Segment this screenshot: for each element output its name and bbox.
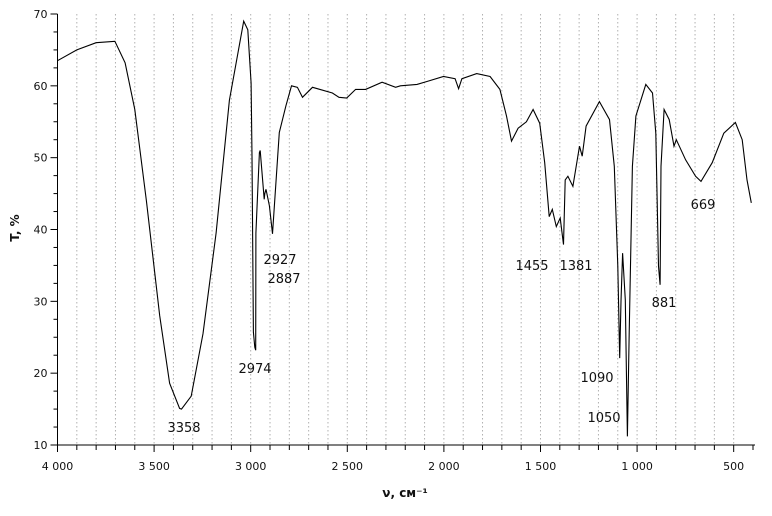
peak-label: 881 (652, 296, 677, 311)
peak-label: 1455 (515, 259, 548, 274)
peak-label: 2887 (267, 272, 300, 287)
x-tick-label: 500 (723, 460, 744, 473)
peak-label: 1050 (587, 411, 620, 426)
y-tick-label: 30 (34, 295, 48, 308)
y-tick-label: 50 (34, 152, 48, 165)
y-axis-label: T, % (8, 214, 22, 241)
x-tick-label: 4 000 (42, 460, 74, 473)
x-tick-label: 1 500 (525, 460, 557, 473)
axes: 4 000 3 500 3 000 2 500 2 000 1 500 1 000 500 10… (34, 8, 755, 473)
x-tick-label: 3 000 (235, 460, 267, 473)
y-tick-label: 60 (34, 80, 48, 93)
x-tick-label: 3 500 (138, 460, 170, 473)
peak-label: 669 (691, 198, 716, 213)
annotations: 3358 2974 2927 2887 1455 1381 1090 1050 881 669 (167, 198, 715, 436)
peak-label: 3358 (167, 421, 200, 436)
peak-label: 2927 (263, 253, 296, 268)
y-tick-label: 40 (34, 224, 48, 237)
grid (76, 14, 735, 445)
peak-label: 1090 (580, 371, 613, 386)
x-tick-label: 2 000 (428, 460, 460, 473)
spectrum-line (57, 19, 752, 437)
peak-label: 1381 (559, 259, 592, 274)
x-tick-label: 1 000 (621, 460, 653, 473)
peak-label: 2974 (238, 362, 271, 377)
x-axis-label: ν, см⁻¹ (382, 486, 427, 500)
y-tick-label: 20 (34, 367, 48, 380)
y-tick-label: 10 (34, 439, 48, 452)
x-tick-label: 2 500 (332, 460, 364, 473)
y-tick-label: 70 (34, 8, 48, 21)
